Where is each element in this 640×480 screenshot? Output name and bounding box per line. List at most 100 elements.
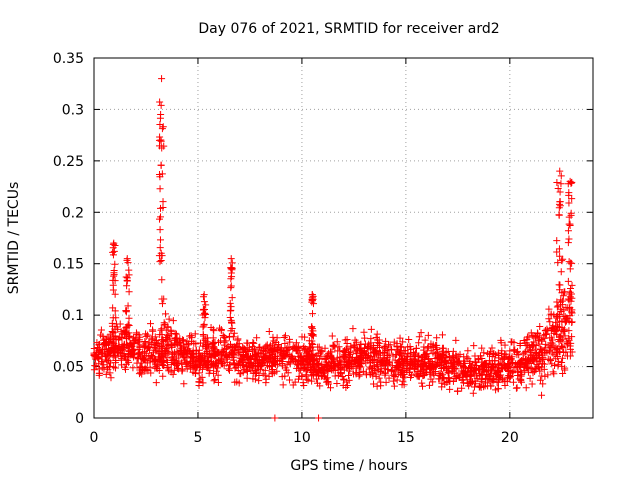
data-point	[557, 296, 565, 304]
data-point	[199, 379, 207, 387]
data-point	[234, 345, 242, 353]
data-point	[367, 335, 375, 343]
data-point	[357, 341, 365, 349]
data-point	[125, 266, 133, 274]
data-point	[470, 342, 478, 350]
data-point	[168, 350, 176, 358]
data-point	[559, 370, 567, 378]
data-point	[109, 248, 117, 256]
data-point	[517, 367, 525, 375]
data-point	[129, 334, 137, 342]
data-point	[468, 363, 476, 371]
data-point	[204, 361, 212, 369]
data-point	[533, 360, 541, 368]
data-point	[546, 355, 554, 363]
data-point	[557, 172, 565, 180]
data-point	[561, 364, 569, 372]
data-point	[280, 333, 288, 341]
data-point	[361, 334, 369, 342]
data-point	[269, 333, 277, 341]
data-point	[532, 332, 540, 340]
data-point	[260, 345, 268, 353]
data-point	[372, 346, 380, 354]
data-point	[498, 364, 506, 372]
data-point	[157, 213, 165, 221]
axis-ticks	[93, 57, 593, 419]
data-point	[158, 361, 166, 369]
data-point	[463, 368, 471, 376]
data-point	[281, 372, 289, 380]
data-point	[545, 305, 553, 313]
data-point	[523, 333, 531, 341]
data-point	[399, 377, 407, 385]
data-point	[559, 255, 567, 263]
data-point	[455, 373, 463, 381]
data-point	[566, 352, 574, 360]
data-point	[162, 310, 170, 318]
data-point	[124, 347, 132, 355]
data-point	[558, 358, 566, 366]
data-point	[157, 161, 165, 169]
data-point	[142, 365, 150, 373]
data-point	[400, 381, 408, 389]
data-point	[105, 357, 113, 365]
data-point	[226, 299, 234, 307]
data-point	[341, 336, 349, 344]
data-point	[528, 351, 536, 359]
data-point	[299, 344, 307, 352]
data-point	[364, 357, 372, 365]
data-point	[317, 346, 325, 354]
data-point	[152, 347, 160, 355]
data-point	[253, 334, 261, 342]
data-point	[243, 361, 251, 369]
data-point	[122, 273, 130, 281]
data-point	[278, 362, 286, 370]
data-point	[237, 354, 245, 362]
data-point	[346, 350, 354, 358]
data-point	[340, 375, 348, 383]
data-point	[125, 314, 133, 322]
data-point	[295, 366, 303, 374]
data-point	[152, 379, 160, 387]
data-point	[536, 376, 544, 384]
data-point	[178, 367, 186, 375]
data-point	[220, 341, 228, 349]
data-point	[540, 346, 548, 354]
data-point	[110, 239, 118, 247]
data-point	[454, 358, 462, 366]
data-point	[565, 334, 573, 342]
data-point	[517, 377, 525, 385]
data-point	[406, 342, 414, 350]
data-point	[220, 362, 228, 370]
data-point	[542, 330, 550, 338]
data-point	[157, 137, 165, 145]
data-point	[566, 303, 574, 311]
data-point	[165, 315, 173, 323]
data-point	[443, 359, 451, 367]
data-point	[122, 324, 130, 332]
data-point	[568, 294, 576, 302]
data-point	[309, 341, 317, 349]
data-point	[480, 383, 488, 391]
data-point	[564, 277, 572, 285]
data-point	[565, 327, 573, 335]
data-point	[267, 356, 275, 364]
data-point	[312, 368, 320, 376]
data-point	[132, 329, 140, 337]
data-point	[454, 372, 462, 380]
data-point	[364, 344, 372, 352]
data-point	[158, 276, 166, 284]
data-point	[98, 364, 106, 372]
data-point	[545, 347, 553, 355]
data-point	[471, 366, 479, 374]
data-point	[536, 322, 544, 330]
data-point	[168, 343, 176, 351]
data-point	[171, 329, 179, 337]
data-point	[227, 275, 235, 283]
data-point	[438, 379, 446, 387]
data-point	[456, 350, 464, 358]
data-point	[92, 362, 100, 370]
data-point	[535, 340, 543, 348]
y-tick-label: 0.05	[53, 360, 84, 376]
data-point	[159, 336, 167, 344]
